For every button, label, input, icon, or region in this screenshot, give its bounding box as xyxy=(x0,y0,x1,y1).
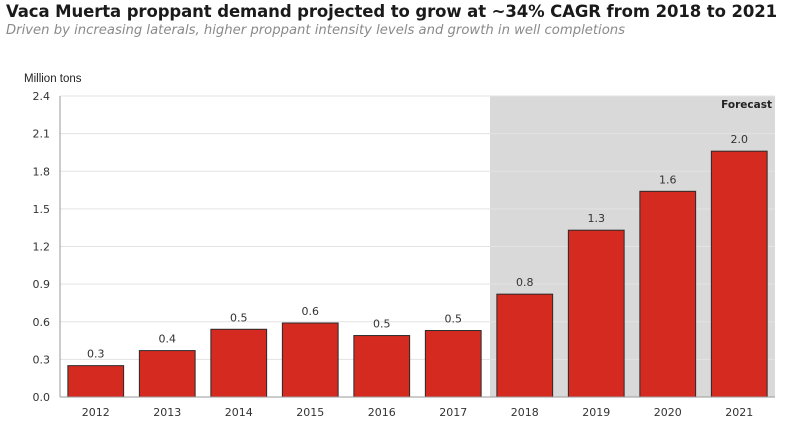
y-tick-label: 0.0 xyxy=(33,391,51,404)
bar-2012 xyxy=(67,365,125,398)
data-label-2012: 0.3 xyxy=(87,348,105,361)
chart-title: Vaca Muerta proppant demand projected to… xyxy=(6,2,778,21)
data-label-2013: 0.4 xyxy=(159,333,177,346)
x-tick-label-2017: 2017 xyxy=(439,406,467,419)
bar-2018 xyxy=(496,293,554,398)
chart-subtitle: Driven by increasing laterals, higher pr… xyxy=(6,23,625,38)
y-tick-label: 0.9 xyxy=(33,278,51,291)
x-tick-label-2013: 2013 xyxy=(153,406,181,419)
data-label-2015: 0.6 xyxy=(302,305,320,318)
y-axis-title: Million tons xyxy=(24,73,82,85)
bar-2021 xyxy=(710,150,768,398)
bar-2014 xyxy=(210,328,268,398)
x-tick-label-2018: 2018 xyxy=(511,406,539,419)
x-tick-label-2021: 2021 xyxy=(725,406,753,419)
forecast-label: Forecast xyxy=(721,99,772,111)
x-tick-label-2014: 2014 xyxy=(225,406,253,419)
data-label-2018: 0.8 xyxy=(516,276,534,289)
x-tick-label-2012: 2012 xyxy=(82,406,110,419)
y-tick-label: 2.1 xyxy=(33,128,51,141)
x-tick-label-2019: 2019 xyxy=(582,406,610,419)
bar-2016 xyxy=(353,335,411,398)
bar-2017 xyxy=(424,330,482,398)
bar-2013 xyxy=(138,350,196,398)
bar-2019 xyxy=(567,229,625,398)
y-tick-label: 0.3 xyxy=(33,353,51,366)
bar-2020 xyxy=(639,190,697,398)
data-label-2014: 0.5 xyxy=(230,311,248,324)
y-tick-label: 1.8 xyxy=(33,165,51,178)
y-tick-label: 1.5 xyxy=(33,203,51,216)
data-label-2017: 0.5 xyxy=(445,313,463,326)
y-tick-label: 2.4 xyxy=(33,90,51,103)
data-label-2016: 0.5 xyxy=(373,318,391,331)
data-label-2020: 1.6 xyxy=(659,173,677,186)
x-tick-label-2016: 2016 xyxy=(368,406,396,419)
data-label-2019: 1.3 xyxy=(588,212,606,225)
x-tick-label-2020: 2020 xyxy=(654,406,682,419)
bar-2015 xyxy=(281,322,339,398)
x-tick-label-2015: 2015 xyxy=(296,406,324,419)
data-label-2021: 2.0 xyxy=(731,133,749,146)
y-tick-label: 1.2 xyxy=(33,241,51,254)
y-tick-label: 0.6 xyxy=(33,316,51,329)
